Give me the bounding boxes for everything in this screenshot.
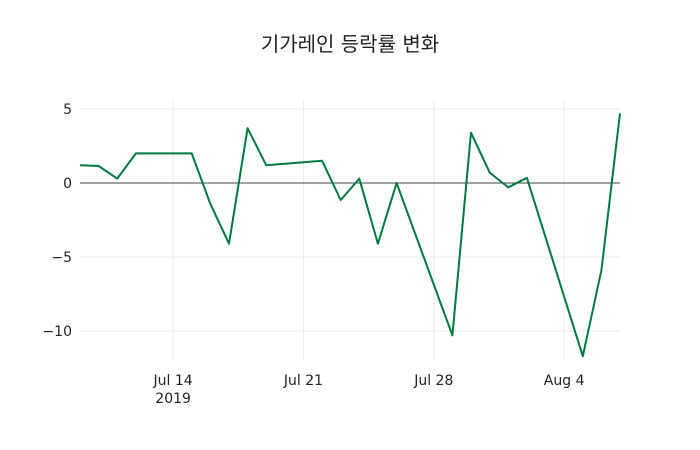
y-axis-ticks: 5 0 −5 −10 — [42, 102, 72, 340]
x-tick-label: Aug 4 — [544, 373, 585, 389]
y-tick-label: 0 — [63, 176, 72, 192]
grid-lines — [80, 100, 620, 360]
x-tick-label: Jul 14 — [153, 373, 193, 389]
chart-title: 기가레인 등락률 변화 — [260, 32, 440, 56]
y-tick-label: −10 — [42, 324, 72, 340]
x-tick-label: Jul 28 — [413, 373, 453, 389]
x-axis-ticks: Jul 14 2019 Jul 21 Jul 28 Aug 4 — [153, 373, 585, 407]
x-tick-year: 2019 — [155, 391, 191, 407]
x-tick-label: Jul 21 — [283, 373, 323, 389]
y-tick-label: −5 — [51, 250, 72, 266]
series-line — [79, 113, 621, 358]
y-tick-label: 5 — [63, 102, 72, 118]
